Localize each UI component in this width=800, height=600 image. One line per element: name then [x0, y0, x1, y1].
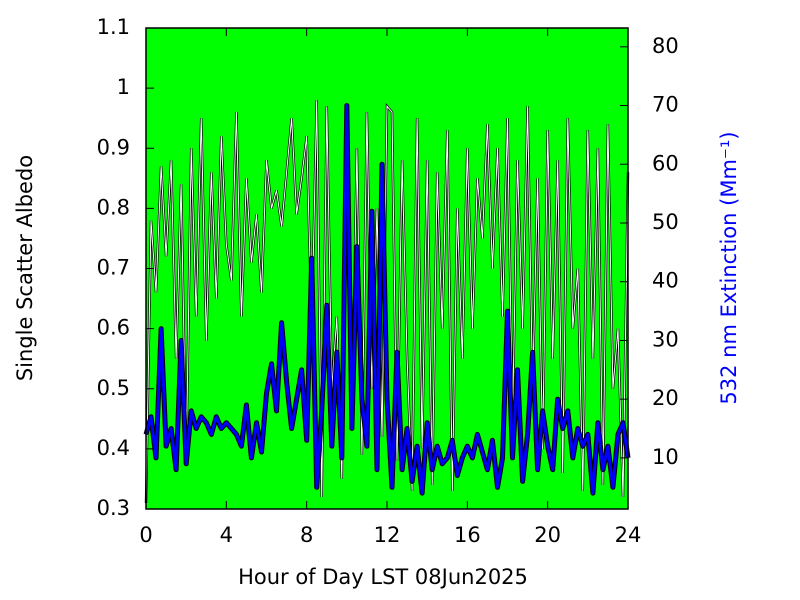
series-line	[144, 104, 630, 495]
y2-tick-label: 70	[652, 93, 679, 117]
x-axis-label: Hour of Day LST 08Jun2025	[238, 565, 528, 589]
y-tick-label: 0.5	[97, 376, 130, 400]
y2-axis-label: 532 nm Extinction (Mm⁻¹)	[717, 131, 741, 404]
y-tick-label: 1.1	[97, 15, 130, 39]
y2-tick-label: 50	[652, 210, 679, 234]
y-tick-label: 0.7	[97, 256, 130, 280]
y2-tick-label: 20	[652, 386, 679, 410]
y2-tick-label: 40	[652, 269, 679, 293]
y2-tick-label: 30	[652, 327, 679, 351]
y2-tick-label: 60	[652, 151, 679, 175]
y2-tick-label: 80	[652, 34, 679, 58]
x-tick-label: 16	[454, 523, 481, 547]
x-tick-label: 0	[139, 523, 152, 547]
x-tick-label: 24	[615, 523, 642, 547]
y-axis-label: Single Scatter Albedo	[13, 155, 37, 381]
x-tick-label: 12	[374, 523, 401, 547]
x-tick-label: 8	[300, 523, 313, 547]
y2-tick-label: 10	[652, 445, 679, 469]
x-tick-label: 4	[220, 523, 233, 547]
y-tick-label: 0.8	[97, 195, 130, 219]
y-tick-label: 0.3	[97, 496, 130, 520]
x-tick-label: 20	[534, 523, 561, 547]
y-tick-label: 0.6	[97, 316, 130, 340]
series-line	[145, 100, 629, 504]
y-tick-label: 1	[117, 75, 130, 99]
y-tick-label: 0.9	[97, 135, 130, 159]
y-tick-label: 0.4	[97, 436, 130, 460]
